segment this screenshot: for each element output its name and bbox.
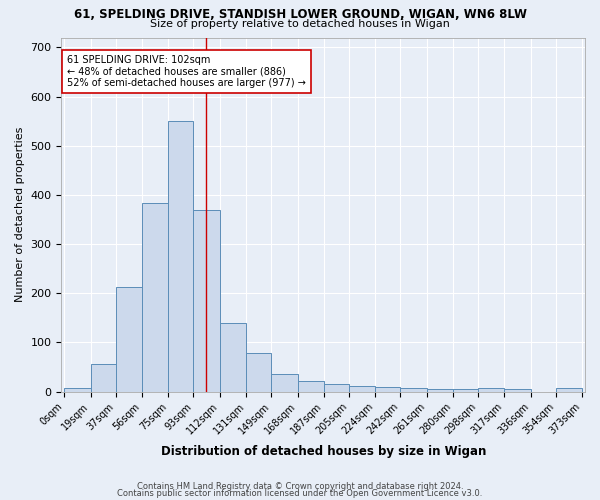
- X-axis label: Distribution of detached houses by size in Wigan: Distribution of detached houses by size …: [161, 444, 486, 458]
- Bar: [556, 388, 582, 392]
- Text: Contains public sector information licensed under the Open Government Licence v3: Contains public sector information licen…: [118, 490, 482, 498]
- Bar: [64, 388, 91, 392]
- Bar: [400, 388, 427, 392]
- Bar: [427, 388, 453, 392]
- Bar: [246, 353, 271, 392]
- Text: 61 SPELDING DRIVE: 102sqm
← 48% of detached houses are smaller (886)
52% of semi: 61 SPELDING DRIVE: 102sqm ← 48% of detac…: [67, 54, 306, 88]
- Bar: [349, 386, 375, 392]
- Bar: [193, 210, 220, 392]
- Bar: [142, 203, 169, 392]
- Text: 61, SPELDING DRIVE, STANDISH LOWER GROUND, WIGAN, WN6 8LW: 61, SPELDING DRIVE, STANDISH LOWER GROUN…: [74, 8, 527, 20]
- Bar: [505, 389, 531, 392]
- Bar: [91, 364, 116, 392]
- Bar: [478, 388, 505, 392]
- Bar: [169, 121, 193, 392]
- Bar: [375, 386, 400, 392]
- Y-axis label: Number of detached properties: Number of detached properties: [15, 127, 25, 302]
- Bar: [453, 389, 478, 392]
- Bar: [271, 374, 298, 392]
- Text: Contains HM Land Registry data © Crown copyright and database right 2024.: Contains HM Land Registry data © Crown c…: [137, 482, 463, 491]
- Text: Size of property relative to detached houses in Wigan: Size of property relative to detached ho…: [150, 19, 450, 29]
- Bar: [298, 380, 324, 392]
- Bar: [116, 288, 142, 392]
- Bar: [220, 322, 246, 392]
- Bar: [324, 384, 349, 392]
